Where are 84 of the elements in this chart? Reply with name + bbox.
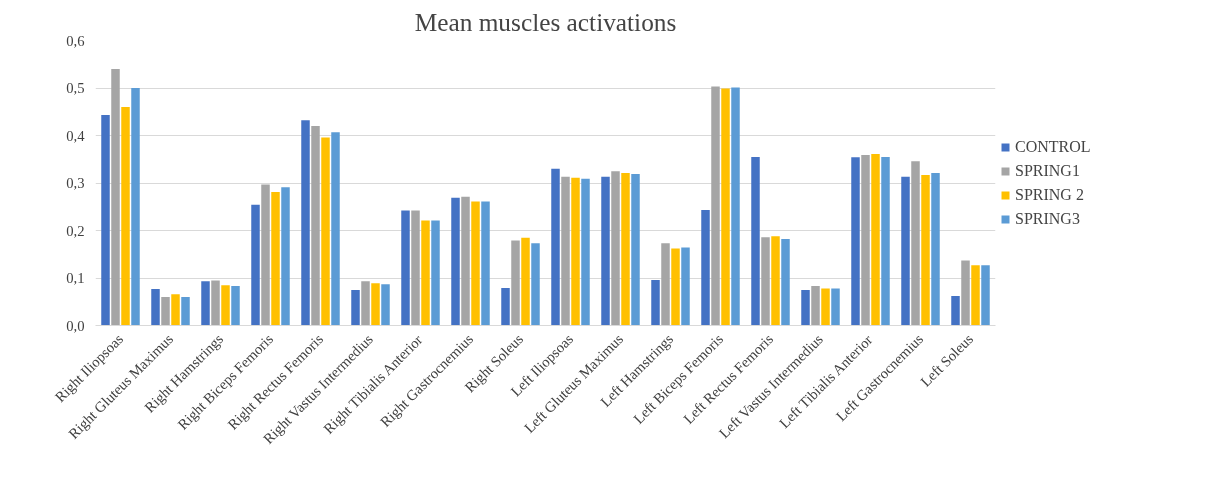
bar — [801, 289, 810, 326]
bar — [821, 288, 830, 326]
bar — [861, 154, 870, 326]
bar — [161, 297, 170, 326]
bar — [481, 201, 490, 326]
legend-label: SPRING1 — [1015, 161, 1080, 180]
chart-title: Mean muscles activations — [414, 7, 677, 36]
bar — [131, 88, 140, 326]
bar — [421, 220, 430, 326]
bar — [751, 156, 760, 326]
bar — [181, 297, 190, 326]
bar — [721, 88, 730, 326]
bar — [281, 187, 290, 326]
bar — [351, 289, 360, 326]
bar — [951, 296, 960, 326]
bar — [681, 247, 690, 326]
bar — [881, 156, 890, 326]
bar — [701, 210, 710, 326]
bar — [411, 210, 420, 326]
bar — [961, 260, 970, 326]
bar — [361, 281, 370, 326]
bar — [461, 196, 470, 326]
y-tick-label: 0,1 — [66, 270, 85, 286]
bar — [671, 248, 680, 326]
bar — [931, 173, 940, 326]
bar — [771, 236, 780, 326]
bar — [371, 283, 380, 326]
bar — [851, 157, 860, 326]
bar — [971, 265, 980, 326]
bar — [381, 284, 390, 326]
bar — [101, 115, 110, 326]
bar — [901, 176, 910, 326]
bar — [571, 177, 580, 326]
bar — [401, 210, 410, 326]
bar — [221, 285, 230, 326]
y-tick-label: 0,6 — [66, 32, 85, 49]
y-tick-label: 0,0 — [66, 317, 85, 334]
bar — [121, 107, 130, 326]
bar — [871, 154, 880, 326]
bar — [611, 171, 620, 326]
bar — [601, 176, 610, 326]
bar — [551, 168, 560, 326]
bar — [151, 288, 160, 326]
bar — [471, 201, 480, 326]
legend-label: CONTROL — [1015, 137, 1091, 156]
bar — [521, 237, 530, 326]
bar — [531, 243, 540, 326]
bar — [561, 176, 570, 326]
legend-label: SPRING3 — [1015, 209, 1080, 228]
legend-label: SPRING 2 — [1015, 185, 1084, 204]
bar — [831, 288, 840, 326]
bar — [171, 294, 180, 326]
bar — [711, 86, 720, 326]
bar — [761, 237, 770, 326]
bar — [981, 265, 990, 326]
bar — [231, 286, 240, 326]
bar — [261, 184, 270, 326]
bar — [621, 173, 630, 326]
bar — [911, 161, 920, 326]
bar — [331, 132, 340, 326]
bar — [731, 87, 740, 326]
y-tick-label: 0,2 — [66, 222, 85, 239]
bar — [501, 287, 510, 326]
bar — [651, 279, 660, 326]
bar — [201, 281, 210, 326]
bar — [111, 69, 120, 326]
bar — [511, 240, 520, 326]
bar — [921, 174, 930, 326]
y-tick-label: 0,4 — [66, 127, 86, 144]
bar — [271, 192, 280, 326]
bar — [301, 120, 310, 326]
y-tick-label: 0,5 — [66, 80, 85, 96]
bar — [781, 239, 790, 326]
bar — [251, 204, 260, 326]
y-tick-label: 0,3 — [66, 175, 85, 191]
bar — [451, 197, 460, 326]
bar — [311, 126, 320, 326]
bar — [321, 137, 330, 326]
bar — [631, 173, 640, 326]
bar — [811, 286, 820, 326]
bar — [211, 280, 220, 326]
bar — [431, 220, 440, 326]
bar — [581, 178, 590, 326]
bar — [661, 243, 670, 326]
